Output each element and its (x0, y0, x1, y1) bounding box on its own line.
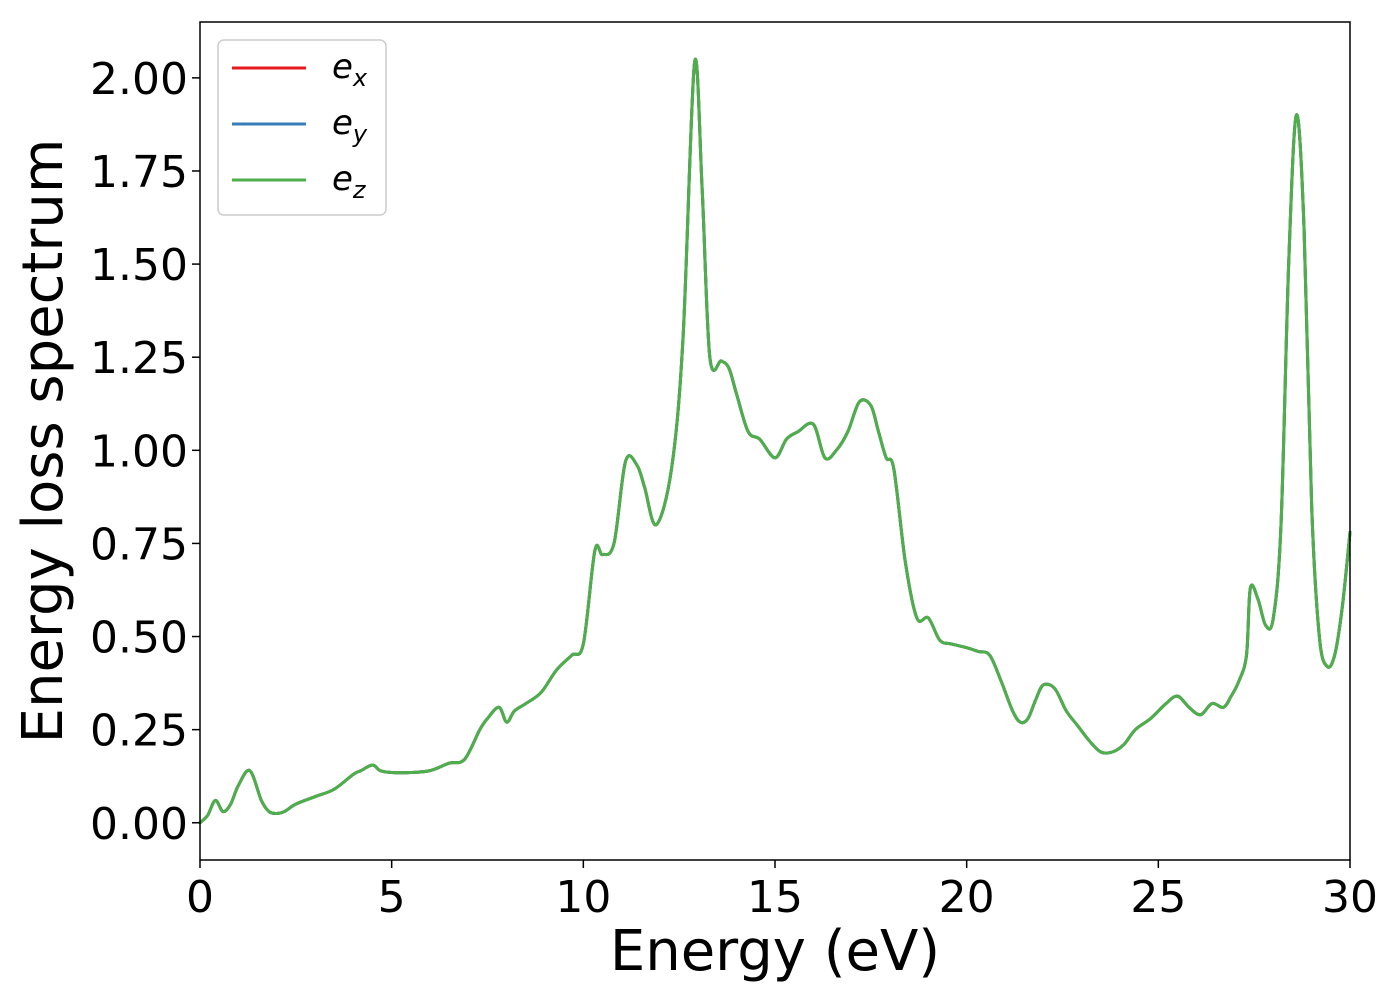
y-tick-label: 2.00 (90, 54, 188, 105)
y-tick-label: 1.50 (90, 240, 188, 291)
y-tick-label: 0.00 (90, 799, 188, 850)
x-tick-label: 25 (1130, 872, 1186, 923)
series-layer (198, 58, 1352, 825)
x-tick-label: 20 (939, 872, 995, 923)
y-tick-label: 0.25 (90, 706, 188, 757)
x-tick-label: 10 (555, 872, 611, 923)
x-tick-label: 5 (378, 872, 406, 923)
legend-label-y: ey (332, 103, 368, 148)
y-tick-label: 0.50 (90, 613, 188, 664)
x-axis-ticks: 0 5 10 15 20 25 30 (186, 860, 1378, 923)
y-tick-label: 0.75 (90, 519, 188, 570)
x-tick-label: 0 (186, 872, 214, 923)
series-line-z (198, 58, 1352, 825)
legend-label-z: ez (332, 159, 367, 204)
y-axis-ticks: 0.00 0.25 0.50 0.75 1.00 1.25 1.50 1.75 2.00 (90, 54, 200, 850)
legend-label-x: ex (332, 47, 368, 92)
x-tick-label: 30 (1322, 872, 1378, 923)
y-tick-label: 1.25 (90, 333, 188, 384)
y-axis-label: Energy loss spectrum (11, 139, 76, 744)
legend: ex ey ez (217, 39, 387, 216)
x-tick-label: 15 (747, 872, 803, 923)
x-axis-label: Energy (eV) (610, 919, 940, 984)
y-tick-label: 1.00 (90, 426, 188, 477)
y-tick-label: 1.75 (90, 147, 188, 198)
legend-box (217, 39, 387, 216)
